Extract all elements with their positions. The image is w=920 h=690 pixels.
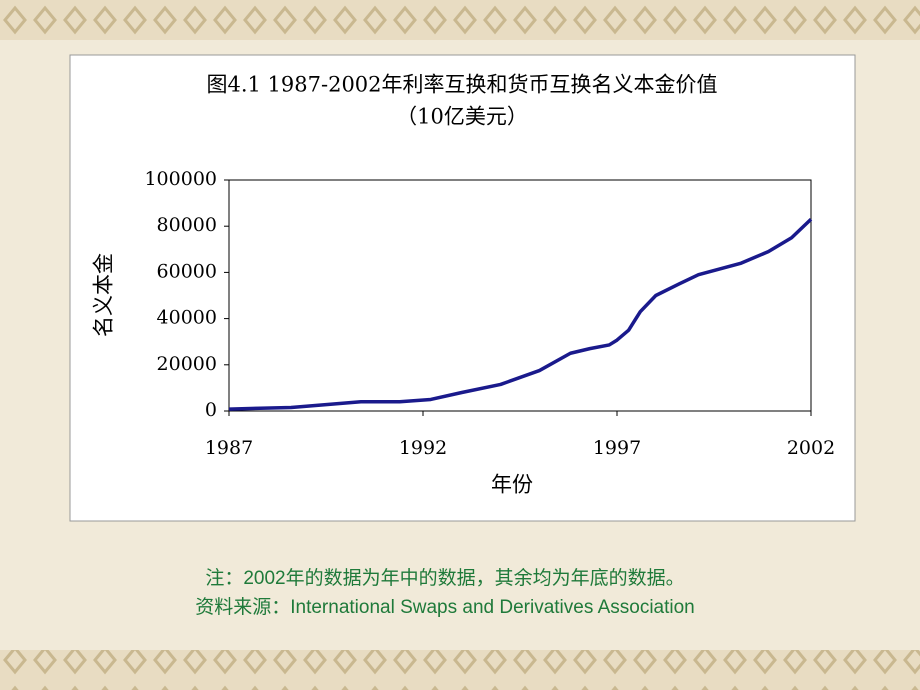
y-tick-label: 80000 <box>157 214 217 236</box>
note: 注：2002年的数据为年中的数据，其余均为年底的数据。 <box>205 568 685 589</box>
plot-frame <box>228 179 812 412</box>
source: 资料来源：International Swaps and Derivatives… <box>195 597 695 618</box>
y-tick-label: 0 <box>205 399 217 421</box>
y-tick-label: 20000 <box>157 353 217 375</box>
y-axis-label: 名义本金 <box>92 253 116 337</box>
line <box>228 218 813 411</box>
chart-box <box>69 54 856 522</box>
x-tick-label: 1987 <box>205 437 253 459</box>
x-axis-label: 年份 <box>491 473 533 497</box>
y-tick-label: 40000 <box>157 307 217 329</box>
border-top <box>0 0 920 40</box>
y-tick-label: 60000 <box>157 260 217 282</box>
chart-title: 图4.1 1987-2002年利率互换和货币互换名义本金价值 <box>206 73 717 97</box>
x-tick-label: 1997 <box>593 437 641 459</box>
border-bottom <box>0 650 920 690</box>
x-tick-label: 1992 <box>399 437 447 459</box>
x-tick-label: 2002 <box>787 437 835 459</box>
y-tick-label: 100000 <box>144 168 217 190</box>
chart-subtitle: （10亿美元） <box>396 105 528 129</box>
